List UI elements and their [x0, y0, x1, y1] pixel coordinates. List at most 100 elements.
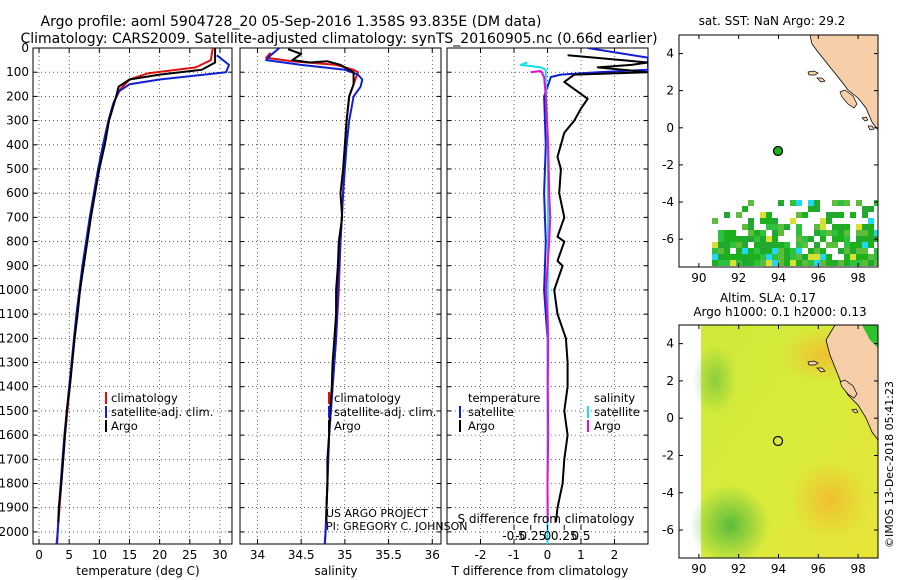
sst-cell — [766, 242, 772, 248]
sst-cell — [832, 260, 838, 266]
sst-cell — [844, 242, 850, 248]
depth-tick-label: 1000 — [0, 283, 29, 297]
s-tick-label: 0.5 — [571, 529, 590, 543]
sst-cell — [826, 254, 832, 260]
sst-cell — [826, 218, 832, 224]
island-group-north — [807, 70, 826, 83]
sst-cell — [808, 200, 814, 206]
depth-tick-label: 1100 — [0, 307, 29, 321]
sumatra-coast-sla — [825, 325, 878, 441]
sst-cell — [772, 254, 778, 260]
x-tick-label: 10 — [92, 548, 107, 562]
sst-cell — [874, 200, 878, 206]
depth-tick-label: 700 — [6, 210, 29, 224]
sst-cell — [796, 224, 802, 230]
sst-cell — [730, 254, 736, 260]
sst-cell — [766, 248, 772, 254]
temperature-series — [55, 48, 230, 544]
sst-cell — [766, 254, 772, 260]
sst-cell — [796, 236, 802, 242]
salinity-x-label: salinity — [314, 564, 357, 578]
map-sla-content — [690, 325, 878, 558]
difference-x-label: T difference from climatology — [451, 564, 629, 578]
sst-cell — [868, 230, 874, 236]
map-x-tick-label: 94 — [771, 562, 786, 576]
x-tick-label: 20 — [152, 548, 167, 562]
sst-cell — [760, 230, 766, 236]
map-y-tick-label: 0 — [666, 121, 674, 135]
sst-cell — [826, 212, 832, 218]
sst-cell — [808, 254, 814, 260]
sst-cell — [778, 248, 784, 254]
x-tick-label: 35 — [337, 548, 352, 562]
depth-tick-label: 2000 — [0, 525, 29, 539]
legend-label-argo: Argo — [111, 419, 138, 433]
sst-cell — [832, 242, 838, 248]
series-line-argo — [287, 48, 355, 523]
sst-cell — [772, 248, 778, 254]
legend-label-satellite: satellite-adj. clim. — [334, 405, 436, 419]
sst-cell — [760, 254, 766, 260]
island-nias — [839, 89, 858, 109]
x-tick-label: 15 — [122, 548, 137, 562]
legend-label-s-satellite: satellite — [594, 405, 640, 419]
sst-cell — [766, 212, 772, 218]
argo-position-marker-sst — [772, 145, 784, 157]
sst-cell — [820, 254, 826, 260]
sst-cell — [832, 230, 838, 236]
sst-cell — [862, 248, 868, 254]
sst-cell — [808, 260, 814, 266]
map-y-tick-label: 2 — [666, 84, 674, 98]
sst-cell — [754, 260, 760, 266]
sst-cell — [850, 260, 856, 266]
sst-cell — [814, 242, 820, 248]
sst-cell — [832, 224, 838, 230]
s-tick-label: -0.25 — [515, 529, 546, 543]
x-tick-label: 35.5 — [375, 548, 402, 562]
map-x-tick-label: 96 — [811, 562, 826, 576]
map-y-tick-label: -6 — [662, 232, 674, 246]
sst-cell — [772, 218, 778, 224]
sst-cell — [832, 212, 838, 218]
sst-cell — [856, 260, 862, 266]
sst-cell — [736, 212, 742, 218]
sst-cell — [712, 248, 718, 254]
sst-cell — [742, 236, 748, 242]
sst-cell — [748, 248, 754, 254]
sst-cell — [754, 230, 760, 236]
map-y-tick-label: 0 — [666, 411, 674, 425]
depth-tick-label: 500 — [6, 162, 29, 176]
sst-cell — [772, 230, 778, 236]
sst-cell — [802, 260, 808, 266]
sla-low-patch-southwest — [690, 485, 770, 558]
map-y-tick-label: -6 — [662, 523, 674, 537]
sst-cell — [724, 236, 730, 242]
sst-cell — [802, 236, 808, 242]
sst-cell — [868, 218, 874, 224]
legend-title-temperature: temperature — [468, 391, 540, 405]
sst-cell — [778, 230, 784, 236]
sst-cell — [868, 236, 874, 242]
depth-tick-label: 200 — [6, 89, 29, 103]
sst-cell — [856, 200, 862, 206]
legend-label-argo: Argo — [334, 419, 361, 433]
legend-label-t-argo: Argo — [468, 419, 495, 433]
figure-title-line-2: Climatology: CARS2009. Satellite-adjuste… — [20, 31, 657, 47]
sst-data-blocks — [712, 200, 878, 266]
sst-cell — [760, 260, 766, 266]
sst-cell — [742, 242, 748, 248]
sst-cell — [736, 254, 742, 260]
sst-cell — [832, 200, 838, 206]
sst-cell — [724, 248, 730, 254]
sst-cell — [844, 260, 850, 266]
sla-green-corner — [862, 325, 878, 348]
legend-title-salinity: salinity — [594, 391, 635, 405]
sst-cell — [862, 254, 868, 260]
sst-cell — [808, 206, 814, 212]
sst-cell — [856, 224, 862, 230]
map-y-tick-label: -2 — [662, 448, 674, 462]
island-group-north-sla — [807, 360, 826, 373]
sst-cell — [784, 260, 790, 266]
sst-cell — [718, 260, 724, 266]
